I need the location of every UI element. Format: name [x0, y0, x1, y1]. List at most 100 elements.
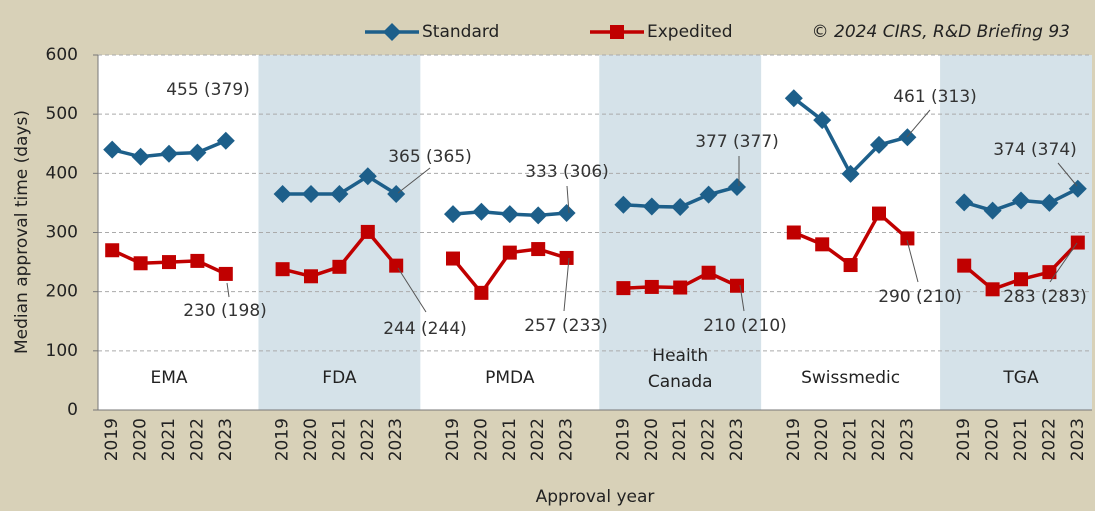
annotation: 244 (244)	[383, 319, 467, 339]
point	[502, 245, 517, 260]
annotation: 230 (198)	[183, 301, 267, 321]
legend-marker	[610, 25, 624, 39]
x-tick-label: 2019	[613, 418, 633, 461]
point	[103, 140, 122, 159]
point	[616, 281, 631, 296]
annotation-leader	[906, 239, 919, 283]
point	[531, 242, 546, 257]
x-tick-label: 2022	[869, 418, 889, 461]
x-tick-label: 2019	[784, 418, 804, 461]
x-tick-label: 2021	[329, 418, 349, 461]
point	[957, 258, 972, 273]
annotation-leader	[1057, 162, 1078, 187]
point	[500, 205, 519, 224]
point	[330, 185, 349, 204]
point	[304, 269, 318, 284]
group-label: PMDA	[485, 368, 535, 388]
x-tick-label: 2022	[699, 418, 719, 461]
point	[872, 206, 886, 221]
point	[671, 198, 690, 217]
point	[190, 253, 205, 268]
point	[557, 203, 576, 222]
point	[446, 251, 460, 266]
annotation: 283 (283)	[1003, 287, 1087, 307]
annotation: 290 (210)	[878, 287, 962, 307]
point	[559, 250, 574, 265]
legend-label: Expedited	[647, 22, 732, 42]
point	[389, 258, 404, 273]
x-tick-label: 2021	[1011, 418, 1031, 461]
point	[360, 224, 375, 239]
point	[133, 256, 148, 271]
x-tick-label: 2019	[443, 418, 463, 461]
point	[728, 177, 746, 196]
point	[642, 197, 661, 216]
y-tick-label: 200	[46, 282, 78, 302]
point	[983, 201, 1002, 220]
annotation-leader	[397, 267, 427, 313]
annotation: 257 (233)	[524, 316, 608, 336]
point	[474, 285, 489, 300]
point	[614, 195, 633, 214]
x-tick-label: 2021	[670, 418, 690, 461]
x-tick-label: 2019	[273, 418, 293, 461]
point	[673, 280, 688, 295]
point	[699, 185, 718, 204]
annotation: 374 (374)	[993, 140, 1077, 160]
point	[985, 282, 1000, 297]
annotation-leader	[397, 167, 431, 194]
point	[841, 164, 860, 183]
point	[730, 278, 744, 293]
point	[472, 202, 491, 221]
x-tick-label: 2022	[528, 418, 548, 461]
x-tick-label: 2020	[642, 418, 662, 461]
point	[1014, 272, 1028, 287]
annotation-leader	[563, 257, 570, 312]
point	[188, 143, 207, 162]
point	[216, 131, 235, 150]
x-axis-label: Approval year	[536, 487, 655, 507]
annotation-leader	[906, 109, 931, 138]
point	[332, 259, 347, 274]
point	[529, 206, 548, 225]
x-tick-label: 2021	[500, 418, 520, 461]
annotation-leader	[739, 284, 745, 312]
x-tick-label: 2023	[386, 418, 406, 461]
point	[813, 111, 832, 130]
point	[701, 265, 716, 280]
y-tick-label: 0	[67, 400, 78, 420]
x-tick-label: 2023	[557, 418, 577, 461]
x-tick-label: 2020	[812, 418, 832, 461]
point	[843, 258, 858, 273]
legend-label: Standard	[422, 22, 499, 42]
group-label: FDA	[322, 368, 357, 388]
x-tick-label: 2021	[841, 418, 861, 461]
x-tick-label: 2020	[131, 418, 151, 461]
x-tick-label: 2019	[102, 418, 122, 461]
point	[1012, 191, 1030, 210]
point	[644, 279, 659, 294]
x-tick-label: 2023	[727, 418, 747, 461]
annotation-leader	[566, 185, 570, 214]
annotation-leader	[1049, 242, 1078, 283]
point	[870, 135, 888, 154]
x-tick-label: 2023	[897, 418, 917, 461]
point	[955, 193, 974, 212]
point	[444, 205, 462, 224]
point	[1070, 235, 1085, 250]
y-tick-label: 500	[46, 104, 78, 124]
source: © 2024 CIRS, R&D Briefing 93	[812, 22, 1070, 42]
point	[160, 144, 178, 163]
annotation: 461 (313)	[893, 87, 977, 107]
x-tick-label: 2020	[471, 418, 491, 461]
x-tick-label: 2022	[187, 418, 207, 461]
annotation-leader	[226, 282, 230, 298]
annotation: 210 (210)	[703, 316, 787, 336]
x-tick-label: 2019	[954, 418, 974, 461]
point	[387, 185, 406, 204]
x-tick-label: 2020	[301, 418, 321, 461]
y-axis-label: Median approval time (days)	[12, 110, 32, 354]
point	[1042, 265, 1057, 280]
point	[273, 185, 292, 204]
y-tick-label: 400	[46, 163, 78, 183]
